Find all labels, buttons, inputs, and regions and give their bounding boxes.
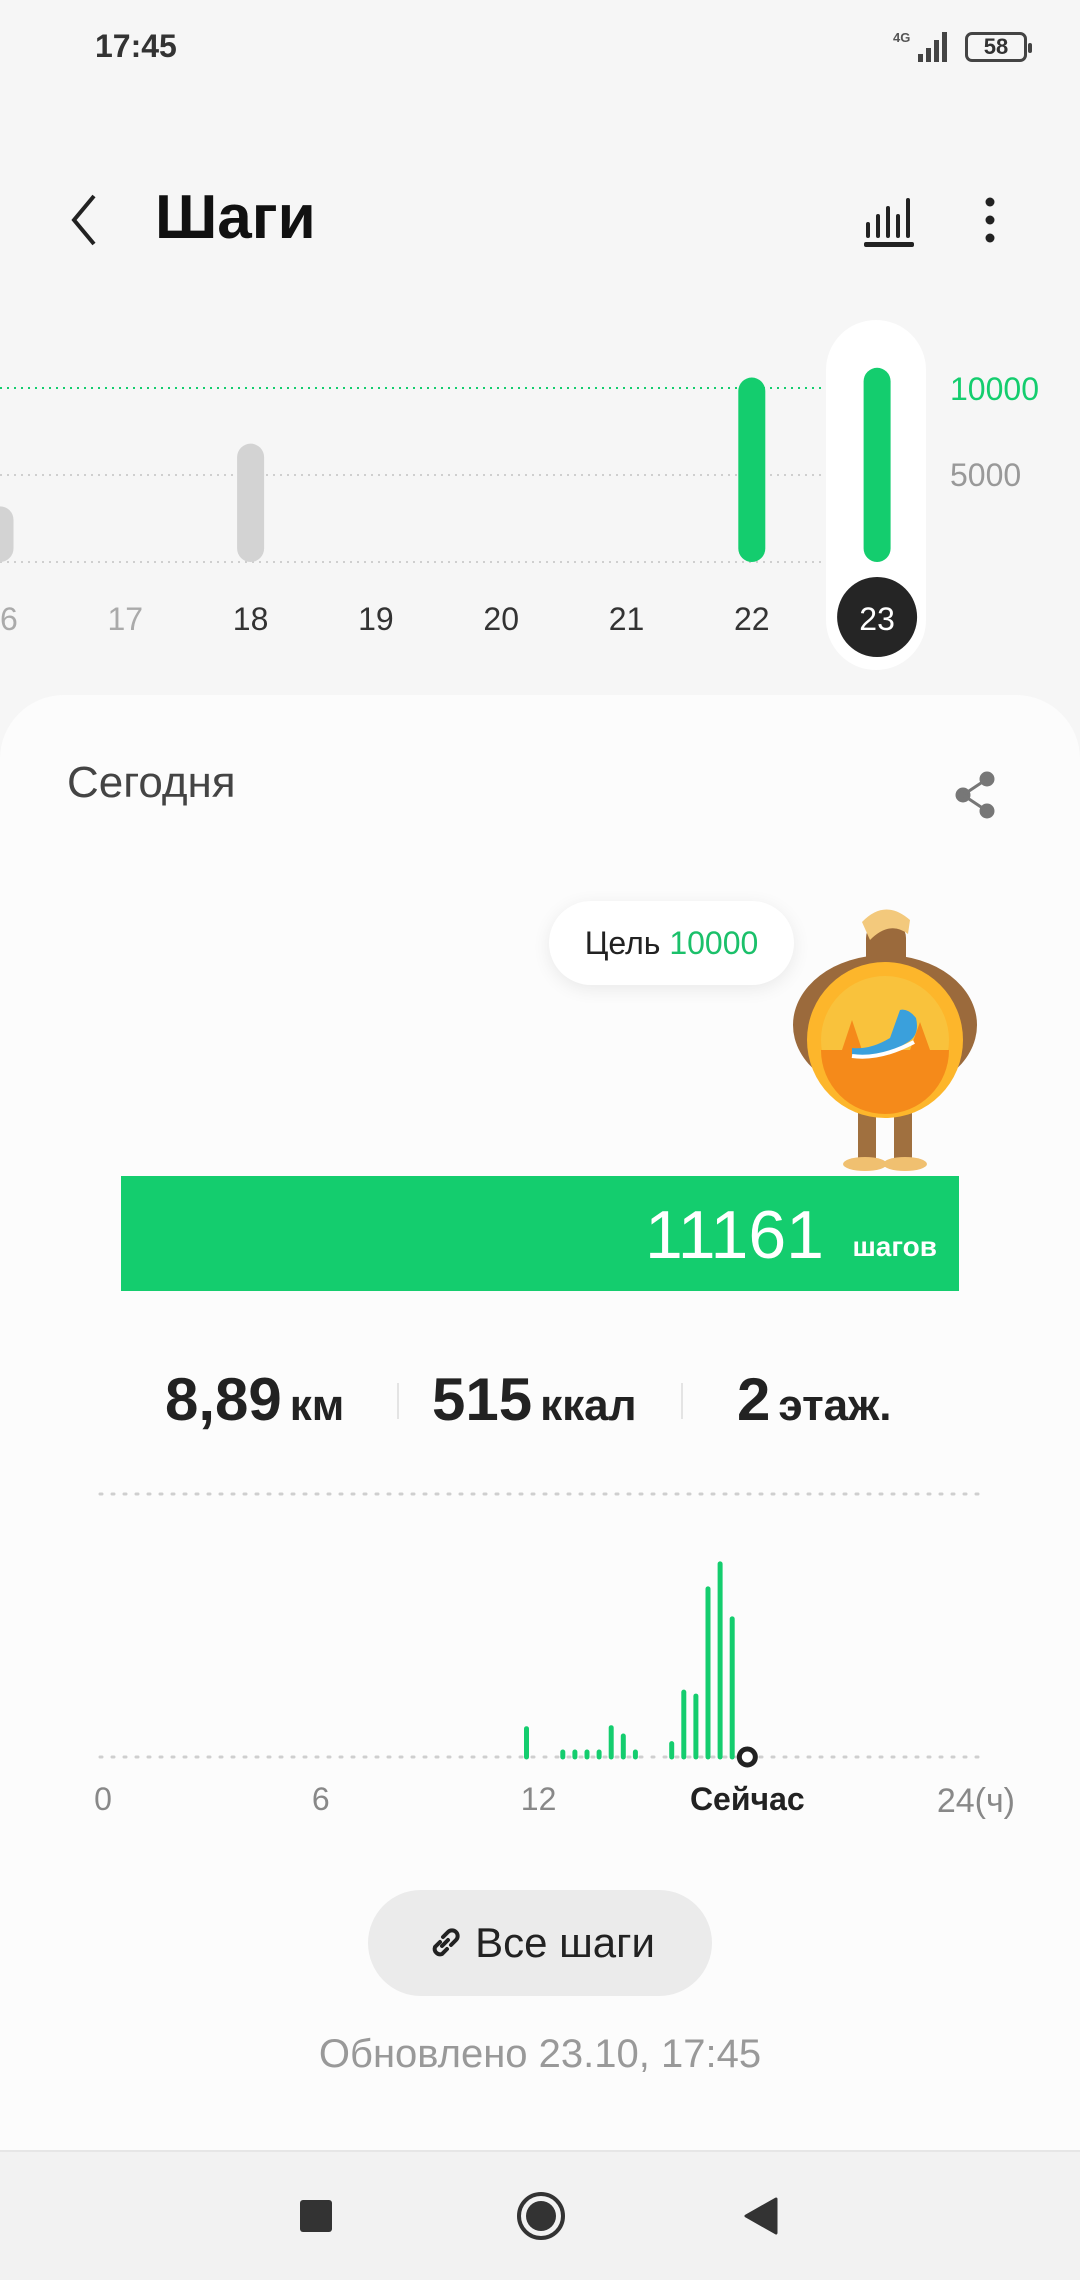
bar-chart-icon[interactable]	[860, 190, 920, 250]
status-time: 17:45	[95, 28, 177, 64]
day-label-16[interactable]: 16	[0, 601, 18, 637]
goal-bubble: Цель 10000	[549, 901, 794, 985]
distance-value: 8,89	[165, 1366, 282, 1433]
y-label-goal: 10000	[950, 371, 1039, 407]
x-tick-label: 0	[94, 1781, 112, 1817]
day-label-22[interactable]: 22	[734, 601, 770, 637]
day-bar-23[interactable]	[863, 367, 891, 562]
page-title: Шаги	[155, 183, 316, 252]
x-tick-label: 24(ч)	[937, 1782, 1015, 1820]
mascot-illustration	[793, 909, 977, 1171]
network-type: 4G	[893, 30, 911, 45]
day-bar-22[interactable]	[738, 377, 766, 562]
steps-progress-bar: 11161 шагов	[121, 1176, 959, 1291]
square-icon[interactable]	[298, 2198, 334, 2234]
steps-count: 11161	[645, 1197, 824, 1273]
share-icon[interactable]	[945, 765, 1005, 825]
battery-icon: 58	[965, 32, 1032, 62]
divider	[397, 1383, 399, 1419]
distance-stat: 8,89 км	[165, 1365, 344, 1434]
x-tick-label: 12	[521, 1781, 557, 1817]
floors-value: 2	[737, 1366, 771, 1433]
day-label-18[interactable]: 18	[233, 601, 269, 637]
divider	[681, 1383, 683, 1419]
stats-row: 8,89 км 515 ккал 2 этаж.	[0, 1365, 1080, 1445]
signal-icon	[918, 32, 947, 62]
floors-unit: этаж.	[778, 1381, 892, 1430]
more-vertical-icon[interactable]	[970, 190, 1010, 250]
calories-value: 515	[432, 1366, 533, 1433]
distance-unit: км	[289, 1381, 345, 1430]
now-label: Сейчас	[690, 1781, 805, 1817]
all-steps-label: Все шаги	[475, 1919, 655, 1966]
y-label-5000: 5000	[950, 457, 1021, 493]
now-marker	[736, 1746, 758, 1768]
day-bar-18[interactable]	[237, 443, 265, 562]
day-label-17[interactable]: 17	[108, 601, 144, 637]
day-label-21[interactable]: 21	[609, 601, 645, 637]
daily-steps-chart[interactable]: 10000 5000 16 17 18 19 20 21 22 23	[0, 300, 1080, 700]
calories-stat: 515 ккал	[432, 1365, 637, 1434]
goal-value: 10000	[669, 925, 759, 961]
hourly-steps-chart: 0 6 12 24(ч) Сейчас	[94, 1492, 1015, 1820]
calories-unit: ккал	[540, 1381, 637, 1430]
updated-text: Обновлено 23.10, 17:45	[318, 2032, 762, 2076]
goal-prefix: Цель	[584, 925, 661, 961]
selected-day-circle[interactable]	[837, 577, 918, 657]
all-steps-button[interactable]: Все шаги	[368, 1890, 712, 1996]
link-icon	[432, 1928, 460, 1957]
floors-stat: 2 этаж.	[737, 1365, 892, 1434]
day-label-19[interactable]: 19	[358, 601, 394, 637]
day-label-20[interactable]: 20	[483, 601, 519, 637]
day-label-23[interactable]: 23	[859, 601, 895, 637]
x-tick-label: 6	[312, 1781, 330, 1817]
day-bar-16[interactable]	[0, 506, 14, 562]
triangle-back-icon[interactable]	[742, 2196, 780, 2236]
today-label: Сегодня	[67, 758, 236, 807]
steps-unit: шагов	[852, 1231, 937, 1262]
circle-icon[interactable]	[515, 2190, 567, 2242]
navigation-bar	[0, 2150, 1080, 2280]
chevron-left-icon[interactable]	[62, 190, 112, 250]
